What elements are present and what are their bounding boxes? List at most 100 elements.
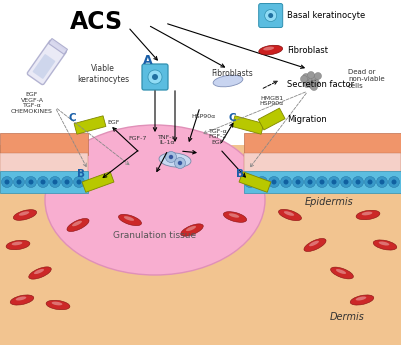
Text: FGF-7: FGF-7 — [129, 136, 147, 140]
Circle shape — [340, 177, 352, 187]
Text: ACS: ACS — [70, 10, 123, 34]
FancyBboxPatch shape — [259, 3, 283, 28]
Ellipse shape — [223, 212, 247, 222]
FancyBboxPatch shape — [239, 172, 271, 192]
Circle shape — [308, 179, 312, 185]
Ellipse shape — [309, 241, 319, 246]
Ellipse shape — [181, 224, 203, 236]
Bar — [0, 153, 88, 173]
Text: Epidermis: Epidermis — [305, 197, 354, 207]
Circle shape — [379, 179, 385, 185]
Ellipse shape — [52, 302, 62, 305]
FancyBboxPatch shape — [232, 116, 264, 134]
Text: Viable
keratinocytes: Viable keratinocytes — [77, 64, 129, 84]
Circle shape — [314, 72, 322, 79]
Circle shape — [292, 177, 304, 187]
Bar — [244, 171, 401, 193]
Circle shape — [73, 177, 85, 187]
Ellipse shape — [336, 269, 346, 274]
Text: Fibroblasts: Fibroblasts — [211, 69, 253, 79]
Circle shape — [310, 83, 318, 90]
Text: Dermis: Dermis — [330, 312, 365, 322]
Circle shape — [26, 177, 36, 187]
FancyBboxPatch shape — [32, 54, 55, 79]
Ellipse shape — [72, 221, 82, 226]
Circle shape — [365, 177, 375, 187]
Circle shape — [344, 179, 348, 185]
Ellipse shape — [46, 300, 70, 310]
FancyBboxPatch shape — [142, 64, 168, 90]
FancyBboxPatch shape — [49, 39, 67, 54]
Bar — [0, 145, 401, 345]
Ellipse shape — [362, 211, 373, 215]
Circle shape — [367, 179, 373, 185]
Ellipse shape — [379, 241, 389, 246]
Circle shape — [328, 177, 340, 187]
Ellipse shape — [6, 240, 30, 250]
Text: B: B — [77, 169, 85, 179]
Circle shape — [316, 177, 328, 187]
Bar — [0, 0, 401, 185]
Ellipse shape — [186, 226, 196, 231]
Ellipse shape — [45, 125, 265, 275]
Circle shape — [28, 179, 34, 185]
Circle shape — [320, 179, 324, 185]
Circle shape — [296, 179, 300, 185]
FancyBboxPatch shape — [82, 172, 114, 192]
Ellipse shape — [330, 267, 353, 279]
FancyBboxPatch shape — [258, 108, 285, 130]
Circle shape — [284, 179, 288, 185]
Circle shape — [77, 179, 81, 185]
Circle shape — [245, 177, 255, 187]
Text: HMGB1
HSP90α: HMGB1 HSP90α — [260, 96, 284, 106]
Text: TNF-α
IL-1α: TNF-α IL-1α — [158, 135, 176, 145]
Ellipse shape — [119, 214, 142, 226]
Ellipse shape — [279, 209, 302, 221]
Ellipse shape — [350, 295, 374, 305]
Ellipse shape — [10, 295, 34, 305]
Text: C: C — [68, 113, 76, 123]
Ellipse shape — [16, 296, 26, 300]
Ellipse shape — [304, 238, 326, 252]
Circle shape — [38, 177, 49, 187]
Circle shape — [300, 76, 308, 82]
Bar — [244, 153, 401, 173]
Circle shape — [259, 179, 265, 185]
Circle shape — [377, 177, 387, 187]
Bar — [0, 133, 88, 155]
Circle shape — [332, 179, 336, 185]
Ellipse shape — [19, 211, 29, 216]
Circle shape — [265, 10, 277, 21]
Circle shape — [312, 79, 320, 87]
Ellipse shape — [356, 296, 366, 300]
Circle shape — [389, 177, 399, 187]
Circle shape — [14, 177, 24, 187]
Text: Granulation tissue: Granulation tissue — [113, 230, 196, 239]
Text: HSP90α: HSP90α — [192, 115, 216, 119]
Circle shape — [257, 177, 267, 187]
Circle shape — [49, 177, 61, 187]
FancyBboxPatch shape — [27, 40, 67, 85]
Circle shape — [356, 179, 360, 185]
Circle shape — [281, 177, 292, 187]
Ellipse shape — [373, 240, 397, 250]
Bar — [244, 133, 401, 155]
Circle shape — [306, 78, 314, 85]
Circle shape — [41, 179, 45, 185]
FancyBboxPatch shape — [74, 116, 106, 134]
Text: EGF
VEGF-A
TGF-α
CHEMOKINES: EGF VEGF-A TGF-α CHEMOKINES — [11, 92, 53, 114]
Circle shape — [352, 177, 363, 187]
Ellipse shape — [259, 45, 283, 55]
Circle shape — [269, 177, 279, 187]
Circle shape — [304, 177, 316, 187]
Circle shape — [53, 179, 57, 185]
Bar — [0, 171, 88, 193]
Circle shape — [312, 75, 318, 81]
Circle shape — [61, 177, 73, 187]
Text: Fibroblast: Fibroblast — [287, 46, 328, 55]
Ellipse shape — [12, 241, 22, 245]
Circle shape — [152, 74, 158, 80]
Circle shape — [169, 155, 173, 159]
Text: A: A — [143, 53, 153, 67]
Ellipse shape — [159, 153, 191, 167]
